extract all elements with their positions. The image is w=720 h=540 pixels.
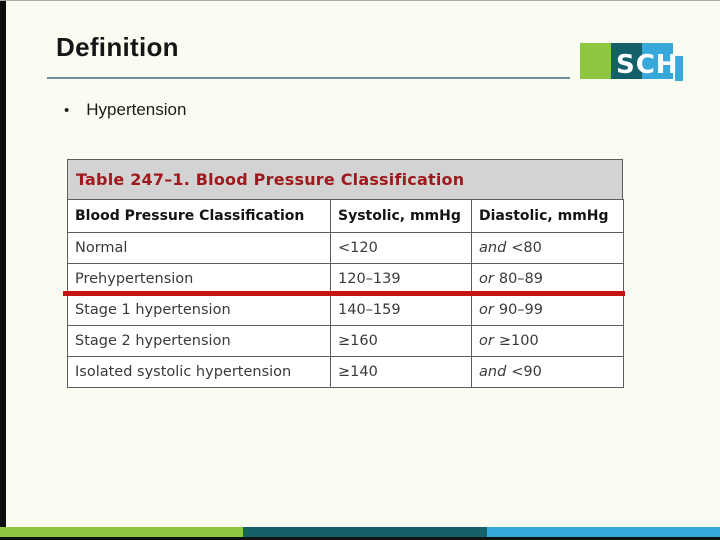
cell-classification: Stage 2 hypertension — [67, 325, 331, 357]
diastolic-value: <90 — [511, 364, 542, 380]
bullet-item: • Hypertension — [64, 100, 186, 120]
footer-base-line — [0, 537, 720, 540]
diastolic-value: 90–99 — [498, 302, 543, 318]
cell-systolic: ≥160 — [330, 325, 472, 357]
page-title: Definition — [56, 32, 179, 62]
bp-classification-table: Table 247–1. Blood Pressure Classificati… — [63, 159, 625, 388]
cell-systolic: 120–139 — [330, 263, 472, 295]
col-header-systolic: Systolic, mmHg — [330, 199, 472, 233]
cell-diastolic: or ≥100 — [471, 325, 624, 357]
logo-letter-stub — [675, 56, 683, 81]
conjunction: or — [479, 271, 494, 287]
cell-classification: Normal — [67, 232, 331, 264]
cell-diastolic: and <90 — [471, 356, 624, 388]
cell-diastolic: or 90–99 — [471, 294, 624, 326]
logo-blue-square — [642, 43, 673, 79]
table-title: Table 247–1. Blood Pressure Classificati… — [67, 159, 623, 199]
conjunction: or — [479, 302, 494, 318]
table-row: Normal <120 and <80 — [67, 232, 624, 264]
table-grid: Blood Pressure Classification Systolic, … — [67, 199, 624, 388]
cell-systolic: ≥140 — [330, 356, 472, 388]
conjunction: and — [479, 240, 507, 256]
bullet-icon: • — [64, 102, 70, 119]
title-underline — [47, 77, 570, 79]
table-row: Isolated systolic hypertension ≥140 and <… — [67, 356, 624, 388]
table-row: Stage 1 hypertension 140–159 or 90–99 — [67, 294, 624, 326]
logo-teal-square — [611, 43, 642, 79]
col-header-diastolic: Diastolic, mmHg — [471, 199, 624, 233]
footer-bars — [0, 527, 720, 540]
conjunction: or — [479, 333, 494, 349]
diastolic-value: <80 — [511, 240, 542, 256]
cell-classification: Stage 1 hypertension — [67, 294, 331, 326]
footer-blue-bar — [487, 527, 720, 537]
sch-logo: SCH — [580, 43, 683, 81]
footer-teal-bar — [243, 527, 487, 537]
cell-diastolic: or 80–89 — [471, 263, 624, 295]
logo-text: SCH — [616, 50, 679, 80]
table-header-row: Blood Pressure Classification Systolic, … — [67, 199, 624, 233]
cell-diastolic: and <80 — [471, 232, 624, 264]
col-header-classification: Blood Pressure Classification — [67, 199, 331, 233]
left-edge-bar — [0, 1, 6, 540]
diastolic-value: 80–89 — [498, 271, 543, 287]
cell-classification: Prehypertension — [67, 263, 331, 295]
highlight-red-line — [63, 291, 625, 296]
logo-green-square — [580, 43, 611, 79]
diastolic-value: ≥100 — [498, 333, 539, 349]
bullet-text: Hypertension — [86, 100, 187, 119]
conjunction: and — [479, 364, 507, 380]
cell-classification: Isolated systolic hypertension — [67, 356, 331, 388]
footer-green-bar — [0, 527, 243, 537]
table-row: Stage 2 hypertension ≥160 or ≥100 — [67, 325, 624, 357]
cell-systolic: 140–159 — [330, 294, 472, 326]
table-row: Prehypertension 120–139 or 80–89 — [67, 263, 624, 295]
cell-systolic: <120 — [330, 232, 472, 264]
